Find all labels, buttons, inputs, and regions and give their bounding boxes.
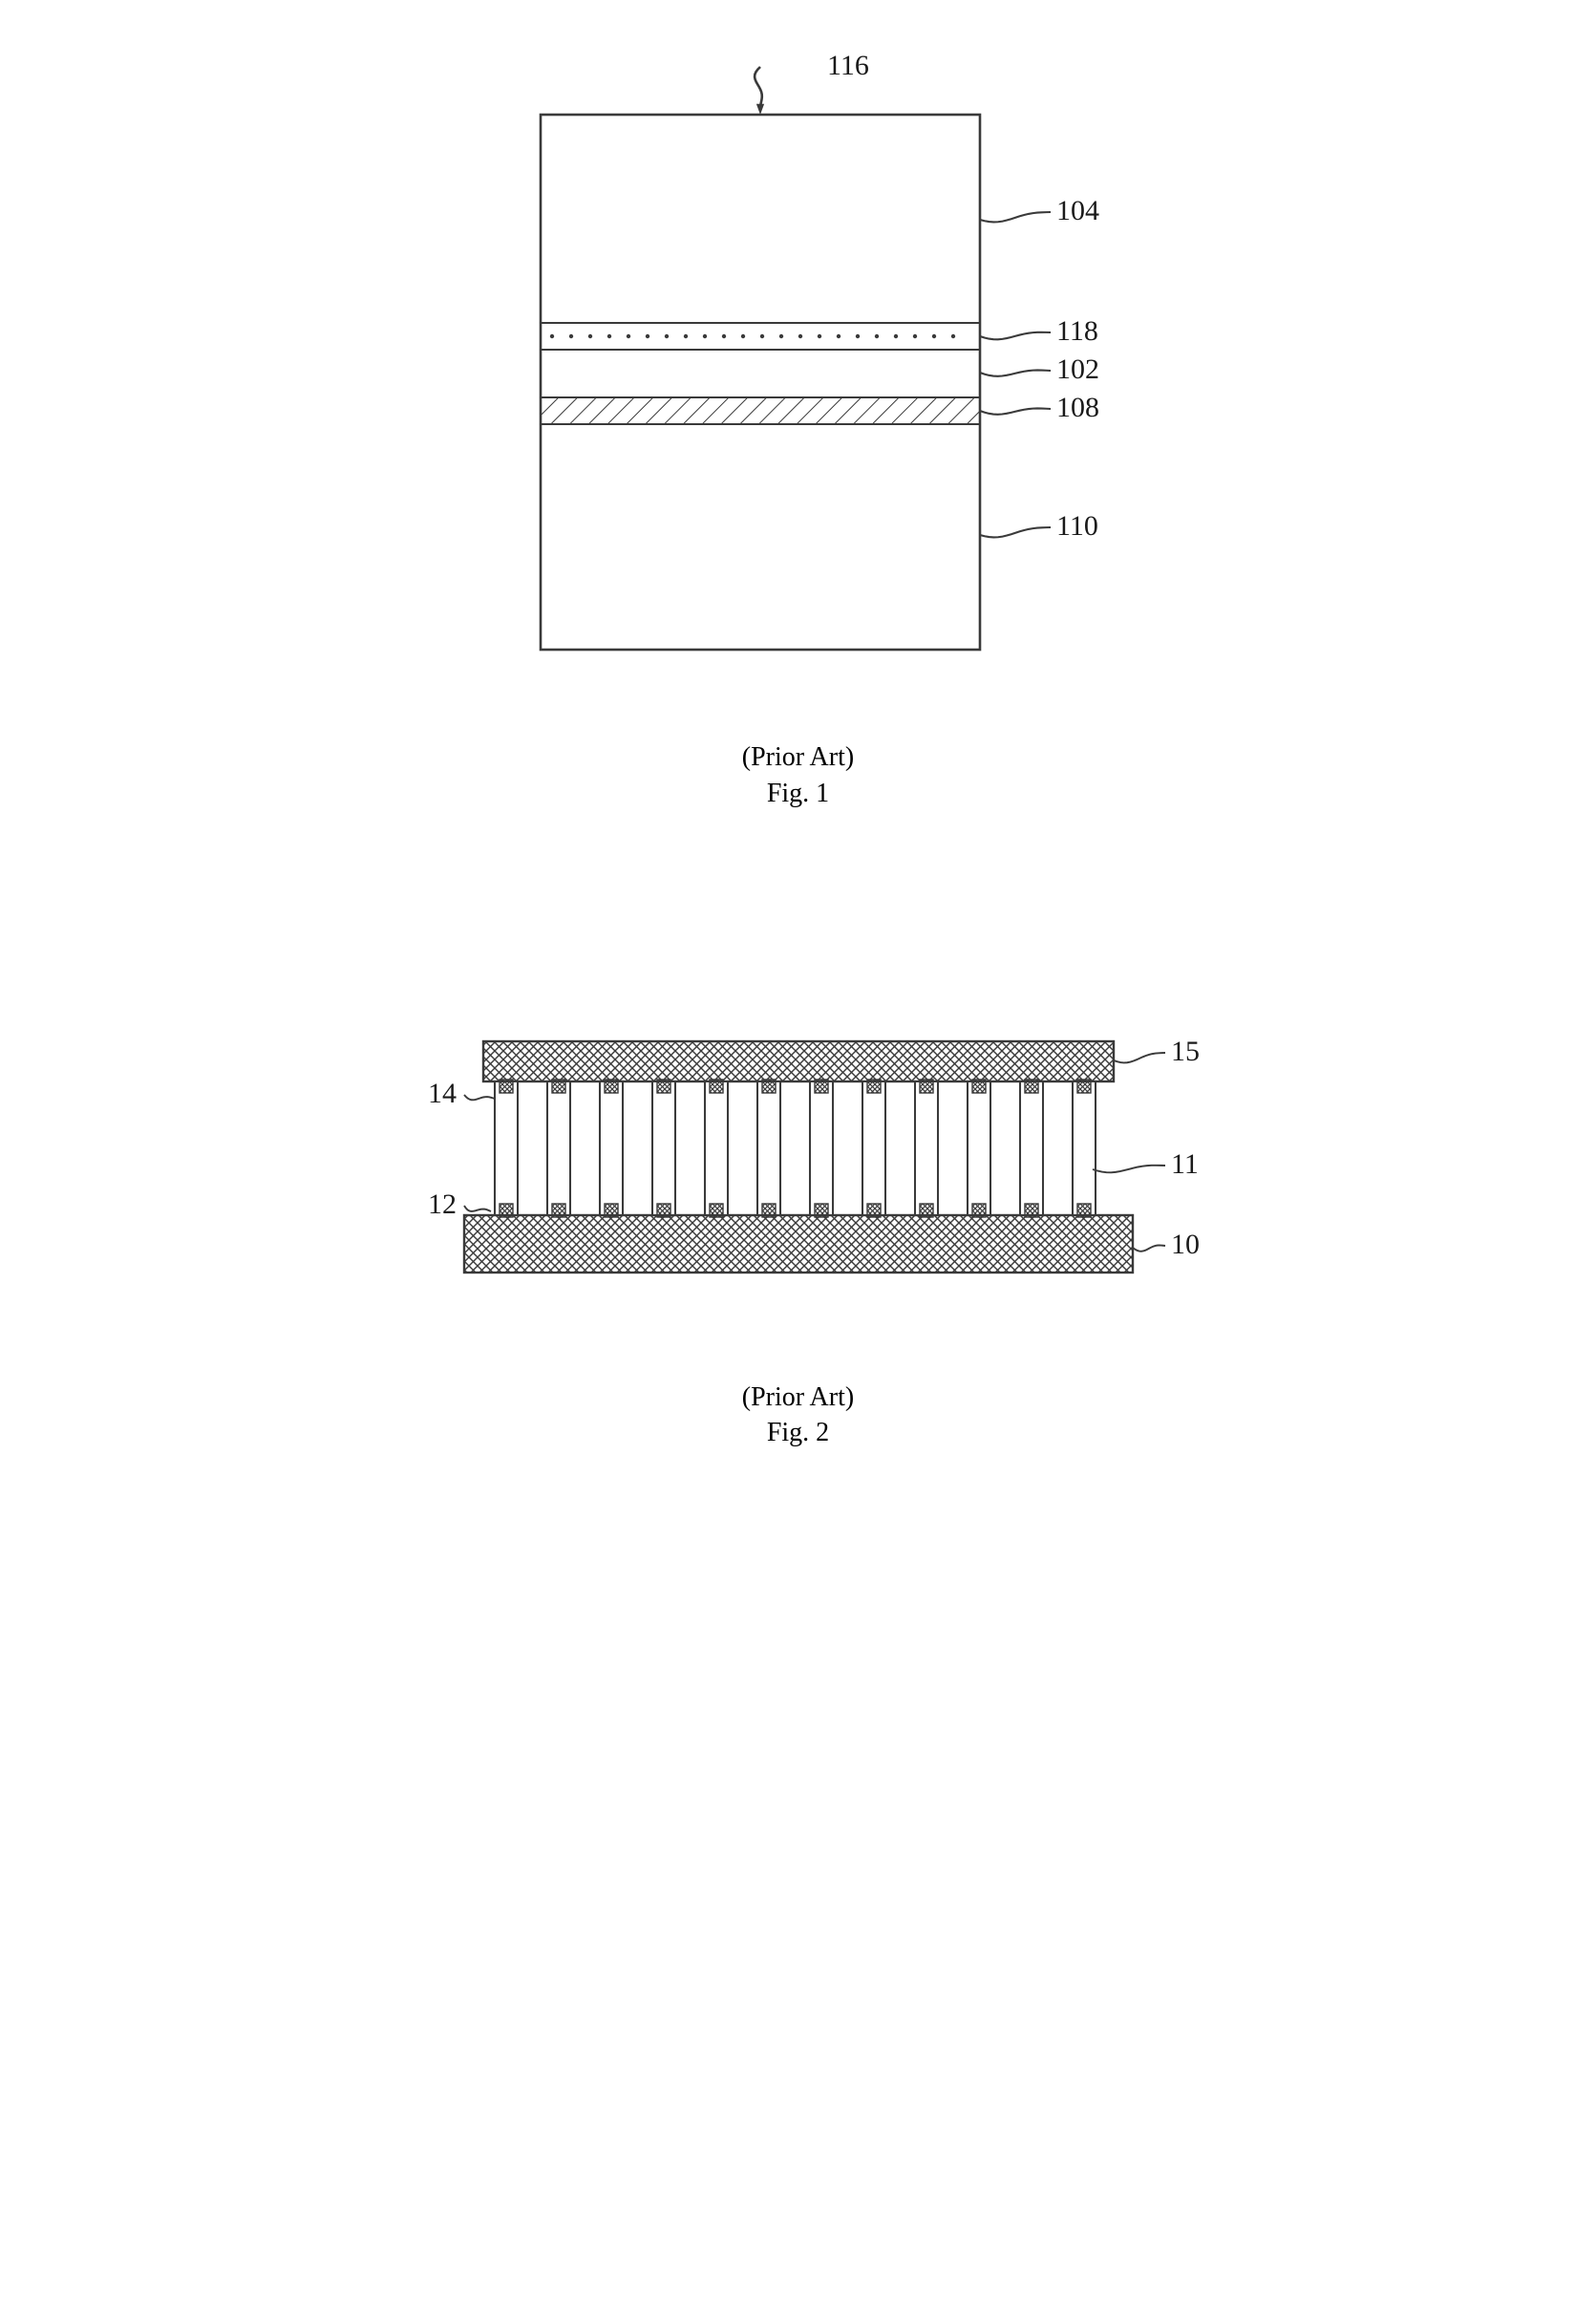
ref-label-15: 15	[1171, 1036, 1200, 1067]
ref-label-116: 116	[827, 50, 869, 81]
figure-1-svg: 116 104 118 102 108 110	[369, 38, 1228, 726]
figure-2: 15 14 11 12 10 (Prior Art) Fig. 2	[340, 965, 1257, 1452]
ref-label-118: 118	[1056, 315, 1098, 347]
figure-2-caption-line2: Fig. 2	[767, 1418, 829, 1447]
ref-label-102: 102	[1056, 353, 1099, 385]
ref-label-14: 14	[428, 1078, 457, 1109]
ref-label-12: 12	[428, 1188, 457, 1220]
ref-label-11: 11	[1171, 1148, 1199, 1180]
figure-1-caption-line2: Fig. 1	[767, 779, 829, 808]
figure-1: 116 104 118 102 108 110 (Prior Art) Fig. 1	[369, 38, 1228, 812]
ref-label-10: 10	[1171, 1229, 1200, 1260]
ref-label-108: 108	[1056, 392, 1099, 423]
figure-2-caption: (Prior Art) Fig. 2	[742, 1380, 854, 1452]
figure-1-caption-line1: (Prior Art)	[742, 742, 854, 772]
figure-2-caption-line1: (Prior Art)	[742, 1382, 854, 1412]
ref-label-110: 110	[1056, 510, 1098, 542]
figure-1-caption: (Prior Art) Fig. 1	[742, 739, 854, 812]
ref-label-104: 104	[1056, 195, 1099, 226]
figure-2-svg: 15 14 11 12 10	[340, 965, 1257, 1366]
